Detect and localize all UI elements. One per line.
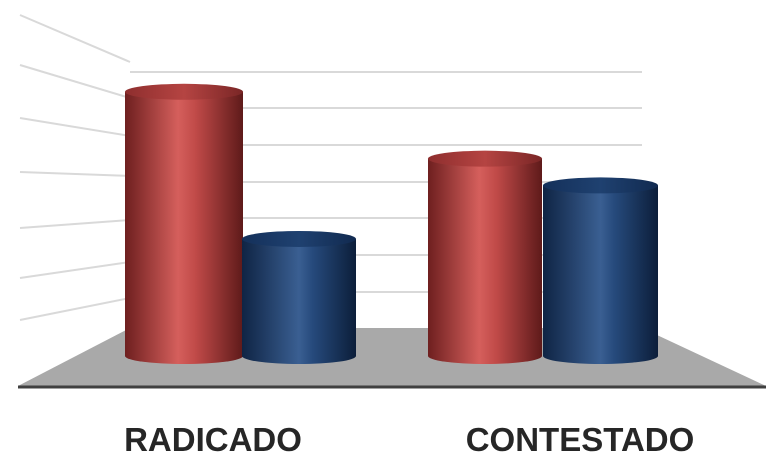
bar (543, 177, 658, 364)
bar (428, 150, 542, 364)
gridline (19, 171, 131, 177)
gridline (19, 219, 131, 229)
bar-top (428, 150, 542, 167)
gridline (19, 261, 131, 279)
gridline (19, 297, 131, 321)
gridline (19, 64, 131, 99)
bars-layer (125, 83, 658, 365)
bar-top (125, 83, 243, 100)
category-label: CONTESTADO (466, 421, 695, 454)
bar-top (543, 177, 658, 194)
bar-body (428, 158, 542, 364)
bar-top (242, 230, 356, 247)
bar-body (242, 238, 356, 364)
category-label: RADICADO (124, 421, 302, 454)
gridline (19, 117, 131, 137)
bar-body (125, 91, 243, 365)
bar (242, 230, 356, 364)
bar-body (543, 185, 658, 364)
bar (125, 83, 243, 365)
gridline (19, 14, 131, 63)
